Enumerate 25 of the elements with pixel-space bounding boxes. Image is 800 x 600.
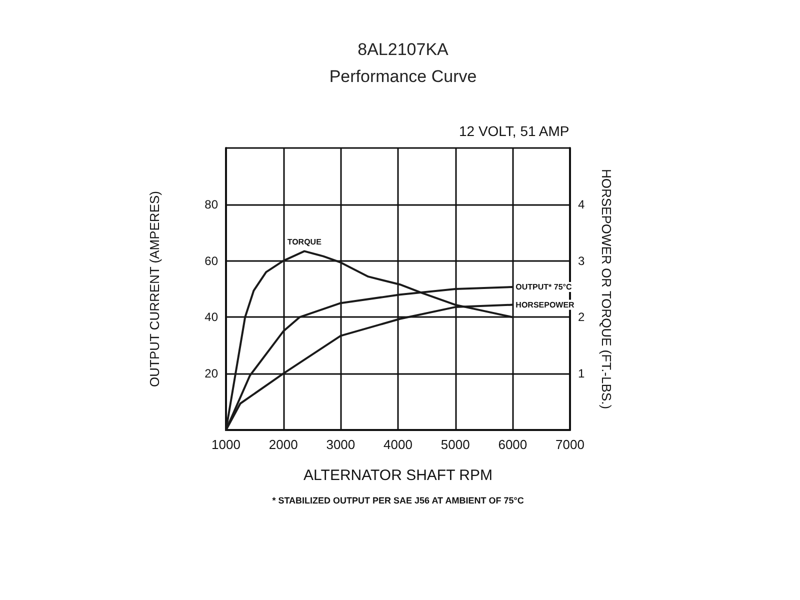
x-tick-label: 2000 (268, 437, 298, 452)
x-tick-label: 1000 (212, 437, 240, 452)
x-axis-title: ALTERNATOR SHAFT RPM (304, 467, 492, 484)
y-tick-label: 60 (204, 254, 218, 268)
y2-tick-label: 4 (578, 197, 585, 212)
series-label: TORQUE (287, 238, 322, 247)
y-tick-label: 40 (204, 310, 218, 324)
x-tick-label: 5000 (440, 437, 470, 452)
y-tick-label: 80 (204, 197, 218, 212)
chart-title: 8AL2107KA (358, 40, 450, 59)
y2-axis-title: HORSEPOWER OR TORQUE (FT.-LBS.) (599, 168, 614, 410)
y2-tick-label: 2 (578, 310, 585, 324)
y2-tick-label: 3 (578, 254, 585, 268)
y-tick-label: 20 (204, 366, 218, 381)
text: * STABILIZED OUTPUT PER SAE J56 AT AMBIENT OF 75°C (272, 496, 524, 506)
series-label: HORSEPOWER (516, 300, 575, 310)
chart-subtitle: Performance Curve (329, 67, 477, 86)
x-tick-label: 3000 (326, 437, 356, 452)
text: 12 VOLT, 51 AMP (458, 123, 570, 139)
x-tick-label: 6000 (498, 437, 528, 452)
y2-tick-label: 1 (578, 366, 585, 381)
y-axis-title: OUTPUT CURRENT (AMPERES) (147, 191, 162, 387)
series-label: OUTPUT* 75°C (516, 282, 572, 292)
x-tick-label: 4000 (384, 437, 412, 452)
x-tick-label: 7000 (556, 437, 584, 452)
